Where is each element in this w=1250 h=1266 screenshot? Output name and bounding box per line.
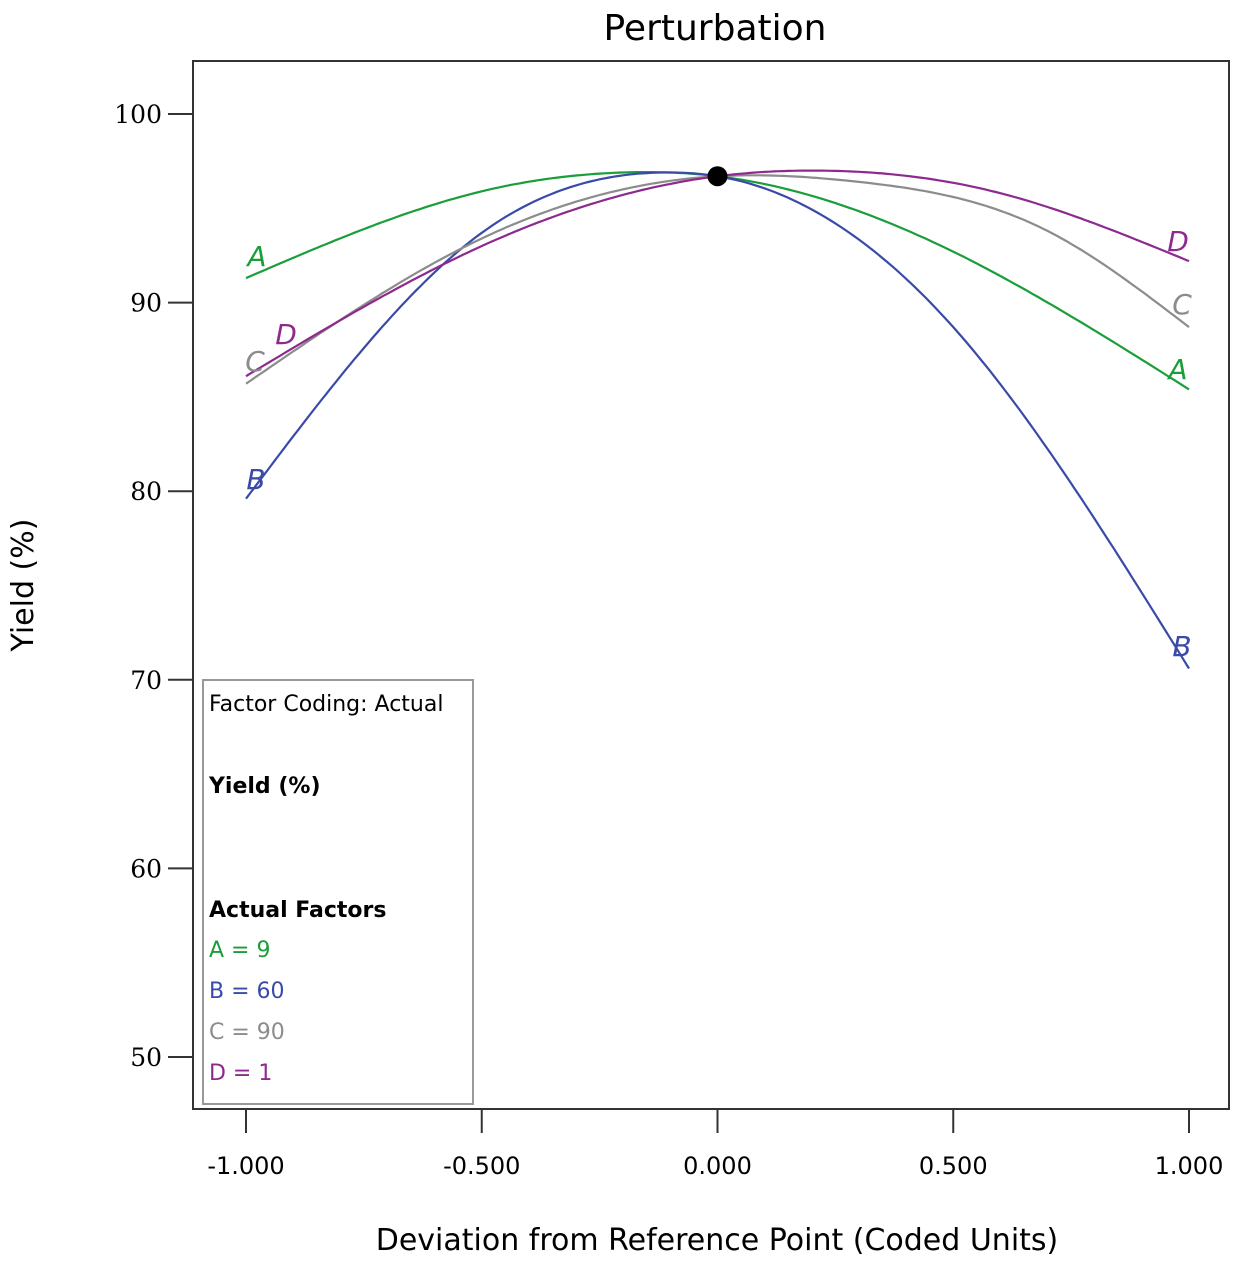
y-axis-ticks: 50 60 70 80 90 100 [114,100,193,1072]
x-axis-ticks: -1.000 -0.500 0.000 0.500 1.000 [207,1109,1223,1180]
legend-factors-heading: Actual Factors [209,898,387,923]
curve-label-b: B [1172,630,1191,663]
x-tick-label: 0.000 [683,1152,752,1180]
reference-point-marker [707,166,728,187]
y-tick-label: 90 [130,289,162,318]
x-tick-label: 1.000 [1155,1152,1224,1180]
x-tick-label: 0.500 [919,1152,988,1180]
legend-factor-c: C = 90 [209,1020,285,1045]
curve-label-d: D [1167,225,1189,258]
legend-coding-label: Factor Coding: Actual [209,692,443,717]
legend-factor-d: D = 1 [209,1061,272,1086]
curve-label-c: C [1172,288,1192,321]
curve-label-c: C [245,345,265,378]
legend-box: Factor Coding: Actual Yield (%) Actual F… [202,679,474,1105]
x-tick-label: -0.500 [443,1152,520,1180]
y-axis-label: Yield (%) [6,519,41,653]
legend-factor-a: A = 9 [209,938,270,963]
chart-title: Perturbation [604,8,827,49]
curve-label-a: A [1166,353,1187,386]
legend-factor-b: B = 60 [209,979,285,1004]
legend-frame [202,679,474,1105]
curve-label-b: B [246,463,265,496]
x-axis-label: Deviation from Reference Point (Coded Un… [376,1223,1059,1258]
curve-label-d: D [275,318,297,351]
curve-label-a: A [245,240,266,273]
y-tick-label: 80 [130,477,162,506]
legend-response-label: Yield (%) [208,774,321,799]
y-tick-label: 70 [130,666,162,695]
y-tick-label: 50 [130,1043,162,1072]
y-tick-label: 100 [114,100,162,129]
x-tick-label: -1.000 [207,1152,284,1180]
y-tick-label: 60 [130,854,162,883]
